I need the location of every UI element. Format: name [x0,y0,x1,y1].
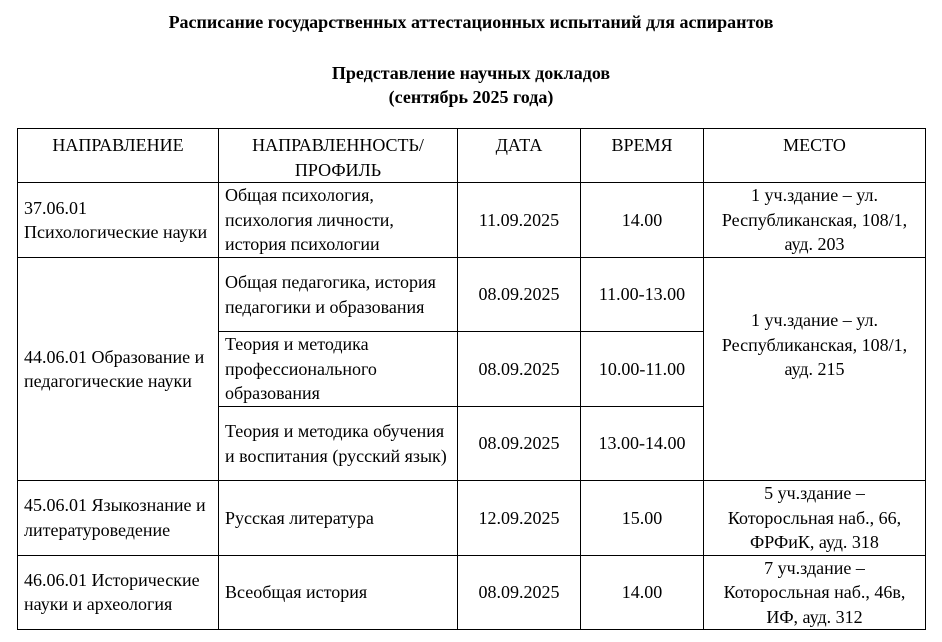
table-row: 45.06.01 Языкознание и литературоведение… [17,480,926,556]
cell-profile: Всеобщая история [218,554,458,630]
cell-time: 14.00 [580,182,704,258]
cell-direction: 46.06.01 Исторические науки и археология [17,554,219,630]
cell-direction: 45.06.01 Языкознание и литературоведение [17,480,219,556]
cell-profile: Общая психология, психология личности, и… [218,182,458,258]
cell-direction: 37.06.01 Психологические науки [17,182,219,258]
cell-time: 13.00-14.00 [580,406,704,481]
schedule-table: НАПРАВЛЕНИЕ НАПРАВЛЕННОСТЬ/ ПРОФИЛЬ ДАТА… [17,128,926,630]
document-period: (сентябрь 2025 года) [388,87,554,107]
cell-date: 08.09.2025 [457,406,581,481]
table-row: 37.06.01 Психологические науки Общая пси… [17,182,926,258]
cell-profile: Теория и методика обучения и воспитания … [218,406,458,481]
header-profile: НАПРАВЛЕННОСТЬ/ ПРОФИЛЬ [218,128,458,183]
cell-date: 08.09.2025 [457,257,581,332]
header-direction: НАПРАВЛЕНИЕ [17,128,219,183]
cell-place: 5 уч.здание – Которосльная наб., 66, ФРФ… [703,480,926,556]
cell-time: 14.00 [580,554,704,630]
table-header-row: НАПРАВЛЕНИЕ НАПРАВЛЕННОСТЬ/ ПРОФИЛЬ ДАТА… [17,128,926,183]
cell-direction: 44.06.01 Образование и педагогические на… [17,257,219,481]
cell-place: 7 уч.здание – Которосльная наб., 46в, ИФ… [703,554,926,630]
cell-place: 1 уч.здание – ул. Республиканская, 108/1… [703,182,926,258]
cell-profile: Теория и методика профессионального обра… [218,331,458,407]
cell-profile: Русская литература [218,480,458,556]
table-row: 44.06.01 Образование и педагогические на… [17,257,926,481]
cell-time: 15.00 [580,480,704,556]
header-time: ВРЕМЯ [580,128,704,183]
cell-date: 11.09.2025 [457,182,581,258]
cell-profile: Общая педагогика, история педагогики и о… [218,257,458,332]
cell-place: 1 уч.здание – ул. Республиканская, 108/1… [703,257,926,481]
cell-time: 11.00-13.00 [580,257,704,332]
cell-date: 08.09.2025 [457,554,581,630]
document-title: Расписание государственных аттестационны… [168,12,774,32]
cell-time: 10.00-11.00 [580,331,704,407]
table-row: Теория и методика обучения и воспитания … [18,406,926,481]
document-subtitle: Представление научных докладов [331,63,611,83]
cell-date: 08.09.2025 [457,331,581,407]
header-place: МЕСТО [703,128,926,183]
table-row: 46.06.01 Исторические науки и археология… [17,554,926,630]
table-row: Теория и методика профессионального обра… [18,331,926,407]
cell-date: 12.09.2025 [457,480,581,556]
header-date: ДАТА [457,128,581,183]
